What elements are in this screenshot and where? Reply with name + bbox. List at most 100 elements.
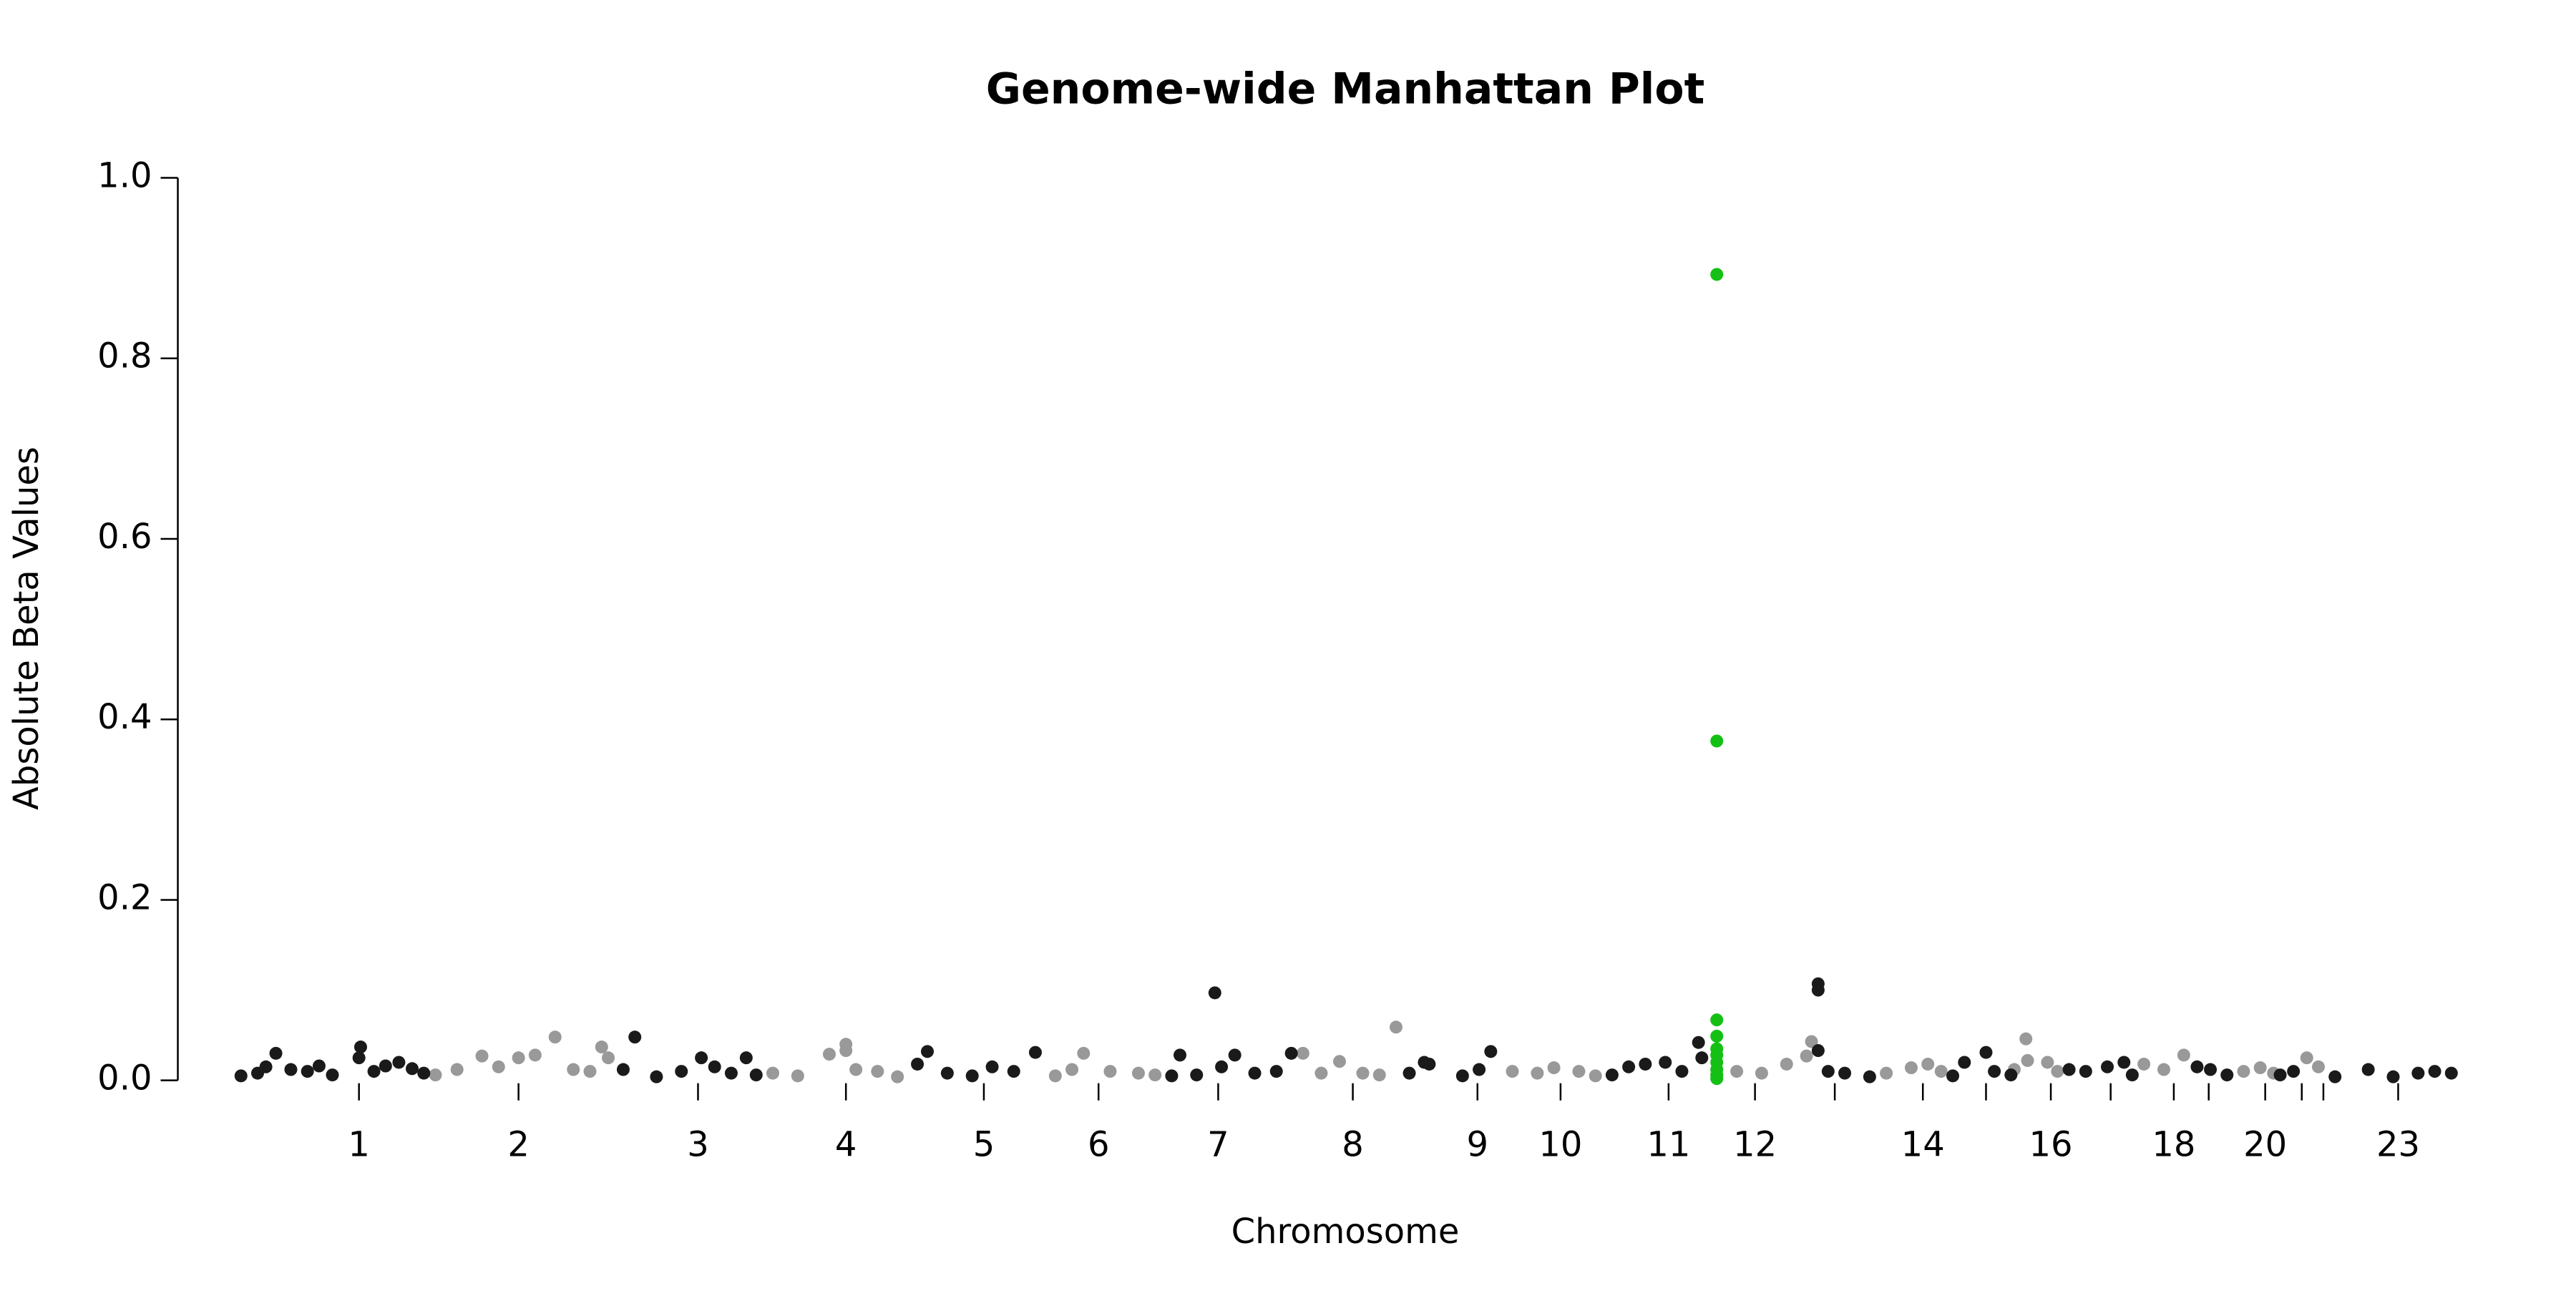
- data-point: [1589, 1069, 1602, 1083]
- data-point: [695, 1051, 708, 1065]
- data-point: [1675, 1065, 1689, 1078]
- x-axis-label: Chromosome: [1231, 1212, 1460, 1252]
- data-point: [1077, 1046, 1091, 1060]
- x-tick-label: 8: [1342, 1125, 1364, 1165]
- data-point: [2237, 1065, 2250, 1078]
- data-point: [1730, 1065, 1744, 1078]
- x-tick-label: 7: [1207, 1125, 1229, 1165]
- x-tick-label: 3: [687, 1125, 709, 1165]
- data-point: [871, 1065, 884, 1078]
- data-point: [2287, 1065, 2301, 1078]
- data-point: [1710, 1072, 1724, 1086]
- x-tick-label: 11: [1646, 1125, 1690, 1165]
- data-point: [675, 1065, 688, 1078]
- data-point: [269, 1046, 283, 1060]
- data-point: [379, 1059, 392, 1073]
- data-point: [1838, 1066, 1852, 1080]
- data-point: [1148, 1068, 1162, 1082]
- x-tick-label: 16: [2029, 1125, 2073, 1165]
- data-point: [2328, 1070, 2342, 1083]
- data-point: [1028, 1046, 1042, 1059]
- y-tick-label: 1.0: [97, 156, 152, 196]
- data-point: [1958, 1056, 1971, 1069]
- data-point: [1780, 1057, 1793, 1071]
- data-point: [528, 1048, 542, 1062]
- x-tick-label: 2: [507, 1125, 530, 1165]
- data-point: [406, 1062, 419, 1076]
- data-point: [891, 1070, 904, 1083]
- data-point: [1333, 1055, 1346, 1068]
- data-point: [1215, 1060, 1229, 1073]
- data-point: [1692, 1036, 1705, 1049]
- data-point: [791, 1069, 804, 1083]
- data-point: [985, 1060, 999, 1073]
- data-point: [2220, 1068, 2234, 1082]
- data-point: [2177, 1048, 2190, 1062]
- data-point: [2019, 1032, 2033, 1046]
- data-point: [839, 1044, 853, 1058]
- x-tick-label: 9: [1467, 1125, 1489, 1165]
- data-point: [1880, 1066, 1893, 1080]
- data-point: [326, 1068, 339, 1082]
- data-point: [1934, 1065, 1948, 1078]
- data-point: [583, 1065, 597, 1078]
- data-point: [822, 1048, 836, 1061]
- data-point: [1103, 1065, 1117, 1078]
- data-point: [450, 1063, 464, 1076]
- x-tick-label: 10: [1538, 1125, 1582, 1165]
- data-point: [2157, 1063, 2170, 1076]
- data-point: [1605, 1068, 1619, 1082]
- data-point: [259, 1060, 273, 1073]
- data-point: [650, 1070, 663, 1083]
- data-point: [1484, 1045, 1498, 1058]
- data-point: [595, 1041, 608, 1054]
- x-tick-label: 6: [1088, 1125, 1110, 1165]
- data-point: [965, 1069, 979, 1083]
- data-point: [1284, 1046, 1298, 1060]
- data-point: [1356, 1066, 1370, 1080]
- data-point: [1531, 1066, 1544, 1080]
- data-point: [354, 1041, 367, 1054]
- data-point: [1695, 1051, 1709, 1065]
- data-point: [2041, 1056, 2054, 1069]
- data-point: [1921, 1057, 1935, 1071]
- data-point: [1208, 986, 1221, 1000]
- data-point: [2204, 1063, 2218, 1076]
- data-point: [2062, 1063, 2076, 1076]
- data-point: [1048, 1069, 1062, 1083]
- data-point: [2411, 1066, 2425, 1080]
- x-tick-label: 23: [2376, 1125, 2420, 1165]
- data-point: [2428, 1065, 2441, 1078]
- data-point: [1296, 1046, 1309, 1060]
- data-point: [1710, 1013, 1724, 1027]
- data-point: [1165, 1069, 1179, 1083]
- data-point: [1402, 1066, 1416, 1080]
- data-point: [1389, 1020, 1402, 1034]
- data-point: [512, 1051, 525, 1065]
- x-tick-label: 4: [835, 1125, 857, 1165]
- data-point: [429, 1068, 442, 1082]
- data-point: [2386, 1070, 2400, 1083]
- data-point: [766, 1066, 779, 1080]
- data-point: [1904, 1061, 1918, 1075]
- data-point: [1639, 1057, 1652, 1071]
- data-point: [2079, 1065, 2092, 1078]
- data-point: [2125, 1068, 2139, 1082]
- data-point: [1248, 1066, 1262, 1080]
- data-point: [352, 1051, 366, 1065]
- data-point: [2137, 1057, 2151, 1071]
- data-point: [2117, 1056, 2131, 1069]
- data-point: [616, 1063, 630, 1076]
- y-tick-label: 0.4: [97, 697, 152, 737]
- data-point: [749, 1068, 763, 1082]
- data-point: [2051, 1065, 2064, 1078]
- data-point: [2021, 1053, 2034, 1067]
- data-point: [1863, 1070, 1876, 1083]
- data-point: [1131, 1066, 1145, 1080]
- data-point: [602, 1051, 615, 1065]
- data-point: [739, 1051, 753, 1065]
- data-point: [1659, 1056, 1672, 1069]
- data-point: [911, 1057, 924, 1071]
- data-point: [1174, 1048, 1187, 1062]
